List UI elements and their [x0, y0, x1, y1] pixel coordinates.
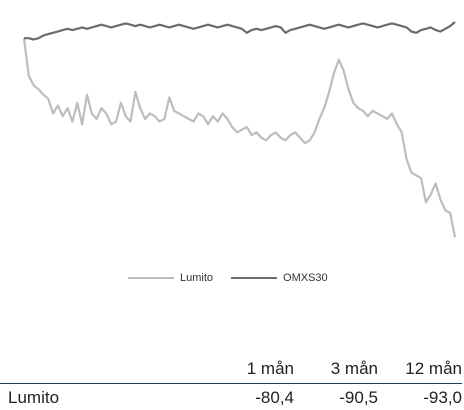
chart-legend: Lumito OMXS30 [128, 272, 346, 284]
row-value-3-months: -90,5 [294, 384, 378, 410]
legend-item-omxs30: OMXS30 [231, 272, 328, 284]
row-name: Lumito [0, 384, 210, 410]
series-line-omxs30 [24, 22, 455, 40]
row-value-1-month: -80,4 [210, 384, 294, 410]
table-row: Lumito -80,4 -90,5 -93,0 [0, 384, 462, 410]
header-1-month: 1 mån [210, 355, 294, 384]
header-3-months: 3 mån [294, 355, 378, 384]
legend-swatch-lumito [128, 277, 174, 279]
row-value-12-months: -93,0 [378, 384, 462, 410]
performance-line-chart [0, 0, 464, 250]
header-name [0, 355, 210, 384]
legend-label-lumito: Lumito [180, 272, 213, 284]
table-header-row: 1 mån 3 mån 12 mån [0, 355, 462, 384]
legend-swatch-omxs30 [231, 277, 277, 279]
legend-item-lumito: Lumito [128, 272, 213, 284]
legend-label-omxs30: OMXS30 [283, 272, 328, 284]
performance-table: 1 mån 3 mån 12 mån Lumito -80,4 -90,5 -9… [0, 355, 462, 410]
series-line-lumito [24, 38, 455, 237]
header-12-months: 12 mån [378, 355, 462, 384]
